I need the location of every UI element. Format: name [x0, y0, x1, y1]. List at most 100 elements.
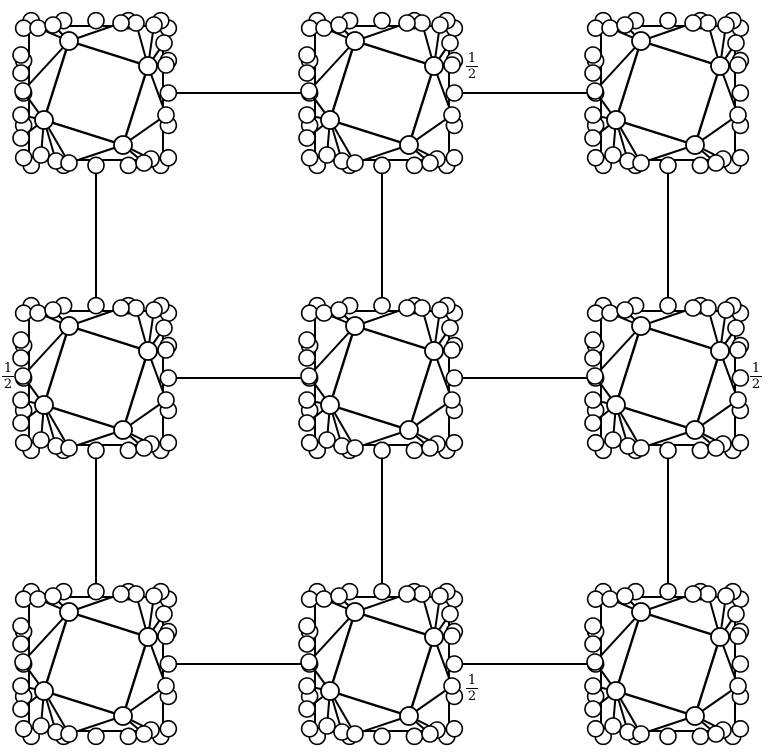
outer-node — [298, 617, 316, 635]
frame-ring-node — [659, 11, 677, 30]
frame-ring-node — [373, 727, 391, 746]
spoke-edge — [308, 40, 356, 92]
square-node — [138, 341, 158, 361]
outer-node — [157, 677, 175, 695]
outer-node — [112, 585, 130, 603]
frame-ring-node — [119, 156, 138, 175]
outer-node — [155, 34, 173, 52]
outer-node — [616, 16, 634, 34]
outer-node — [413, 14, 431, 32]
outer-node — [707, 154, 725, 172]
outer-node — [12, 391, 30, 409]
outer-node — [398, 14, 416, 32]
outer-node — [127, 299, 145, 317]
square-node — [399, 135, 419, 155]
inner-square-edge — [407, 65, 436, 146]
inner-square-edge — [640, 324, 721, 353]
gadget-cluster — [298, 582, 464, 746]
outer-node — [727, 34, 745, 52]
outer-node — [135, 725, 153, 743]
outer-node — [32, 717, 50, 735]
inner-square-edge — [693, 65, 722, 146]
square-node — [34, 395, 54, 415]
inner-square-edge — [42, 40, 71, 121]
outer-node — [32, 431, 50, 449]
inner-square-edge — [354, 610, 435, 639]
square-node — [424, 627, 444, 647]
frame-ring-node — [586, 433, 605, 452]
spoke-edge — [22, 40, 70, 92]
spoke-edge — [308, 325, 356, 377]
outer-node — [616, 587, 634, 605]
outer-node — [145, 301, 163, 319]
frame-ring-node — [405, 156, 424, 175]
outer-node — [584, 46, 602, 64]
frame-ring-node — [373, 296, 391, 315]
outer-node — [60, 154, 78, 172]
inner-square-edge — [615, 403, 696, 432]
outer-node — [586, 367, 604, 385]
outer-node — [14, 367, 32, 385]
frame-ring-node — [87, 727, 105, 746]
square-node — [710, 341, 730, 361]
square-node — [113, 420, 133, 440]
spoke-edge — [594, 611, 642, 663]
outer-node — [398, 585, 416, 603]
inner-square-edge — [407, 350, 436, 431]
outer-node — [443, 391, 461, 409]
frame-ring-node — [691, 156, 710, 175]
outer-node — [632, 439, 650, 457]
square-node — [606, 681, 626, 701]
outer-node — [12, 331, 30, 349]
inner-square-edge — [354, 324, 435, 353]
outer-node — [584, 129, 602, 147]
frame-ring-node — [159, 369, 178, 387]
outer-node — [145, 16, 163, 34]
square-node — [113, 135, 133, 155]
frame-ring-node — [659, 156, 677, 175]
outer-node — [729, 391, 747, 409]
outer-node — [112, 299, 130, 317]
frame-ring-node — [586, 149, 605, 167]
outer-node — [44, 301, 62, 319]
outer-node — [298, 64, 316, 82]
outer-node — [127, 585, 145, 603]
spoke-edge — [594, 325, 642, 377]
outer-node — [632, 725, 650, 743]
square-node — [34, 681, 54, 701]
inner-square-edge — [329, 403, 410, 432]
square-node — [345, 31, 365, 51]
inner-square-edge — [615, 689, 696, 718]
frame-ring-node — [159, 655, 178, 673]
square-node — [320, 110, 340, 130]
frame-ring-node — [691, 441, 710, 460]
square-node — [606, 110, 626, 130]
square-node — [424, 341, 444, 361]
outer-node — [699, 14, 717, 32]
spoke-edge — [22, 611, 70, 663]
outer-node — [12, 700, 30, 718]
outer-node — [601, 590, 619, 608]
inner-square-edge — [328, 40, 357, 121]
frame-ring-node — [159, 149, 178, 167]
outer-node — [443, 341, 461, 359]
outer-node — [727, 319, 745, 337]
frame-ring-node — [159, 433, 178, 452]
outer-node — [584, 64, 602, 82]
frame-ring-node — [373, 582, 391, 601]
outer-node — [12, 106, 30, 124]
outer-node — [729, 106, 747, 124]
square-node — [345, 316, 365, 336]
frame-ring-node — [445, 433, 464, 452]
frame-ring-node — [445, 655, 464, 673]
outer-node — [684, 14, 702, 32]
outer-node — [727, 605, 745, 623]
outer-node — [684, 585, 702, 603]
outer-node — [298, 677, 316, 695]
frame-ring-node — [159, 84, 178, 102]
square-node — [631, 602, 651, 622]
outer-node — [717, 301, 735, 319]
outer-node — [413, 299, 431, 317]
outer-node — [12, 349, 30, 367]
